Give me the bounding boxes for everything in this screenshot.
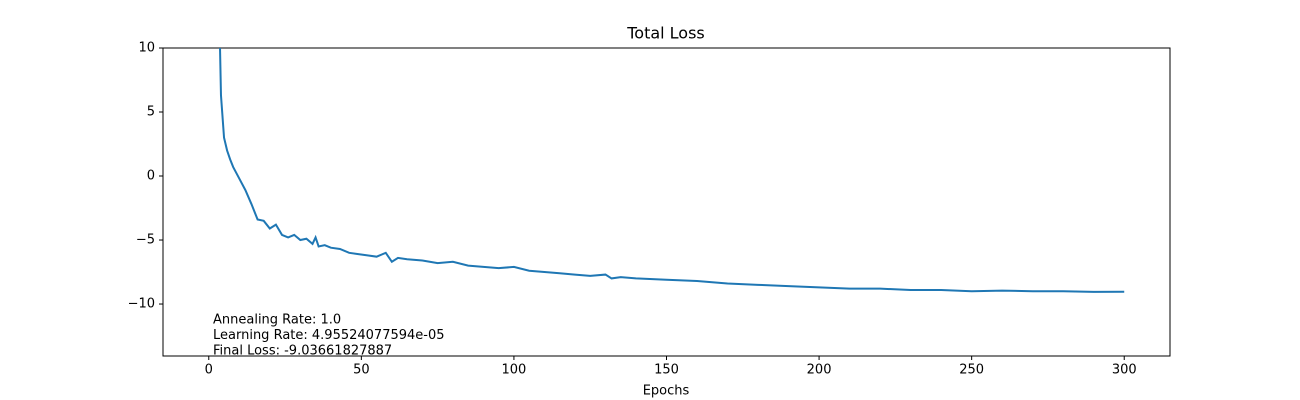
line-series <box>219 48 1125 293</box>
x-tick-label: 100 <box>502 363 527 378</box>
annotation: Annealing Rate: 1.0 <box>213 313 341 328</box>
y-tick-label: −5 <box>136 233 155 248</box>
x-tick-label: 200 <box>807 363 832 378</box>
annotation: Learning Rate: 4.95524077594e-05 <box>213 328 445 343</box>
y-tick-label: 0 <box>147 169 155 184</box>
y-tick-label: 10 <box>138 41 155 56</box>
x-tick-label: 0 <box>205 363 213 378</box>
plot-frame <box>162 47 1171 357</box>
x-tick-label: 300 <box>1112 363 1137 378</box>
y-tick-label: −10 <box>128 297 155 312</box>
annotation: Final Loss: -9.03661827887 <box>213 344 392 359</box>
x-tick-label: 50 <box>353 363 370 378</box>
y-tick-label: 5 <box>147 105 155 120</box>
chart-title: Total Loss <box>626 24 705 43</box>
x-tick-label: 250 <box>959 363 984 378</box>
x-tick-label: 150 <box>654 363 679 378</box>
x-axis-label: Epochs <box>643 384 690 399</box>
